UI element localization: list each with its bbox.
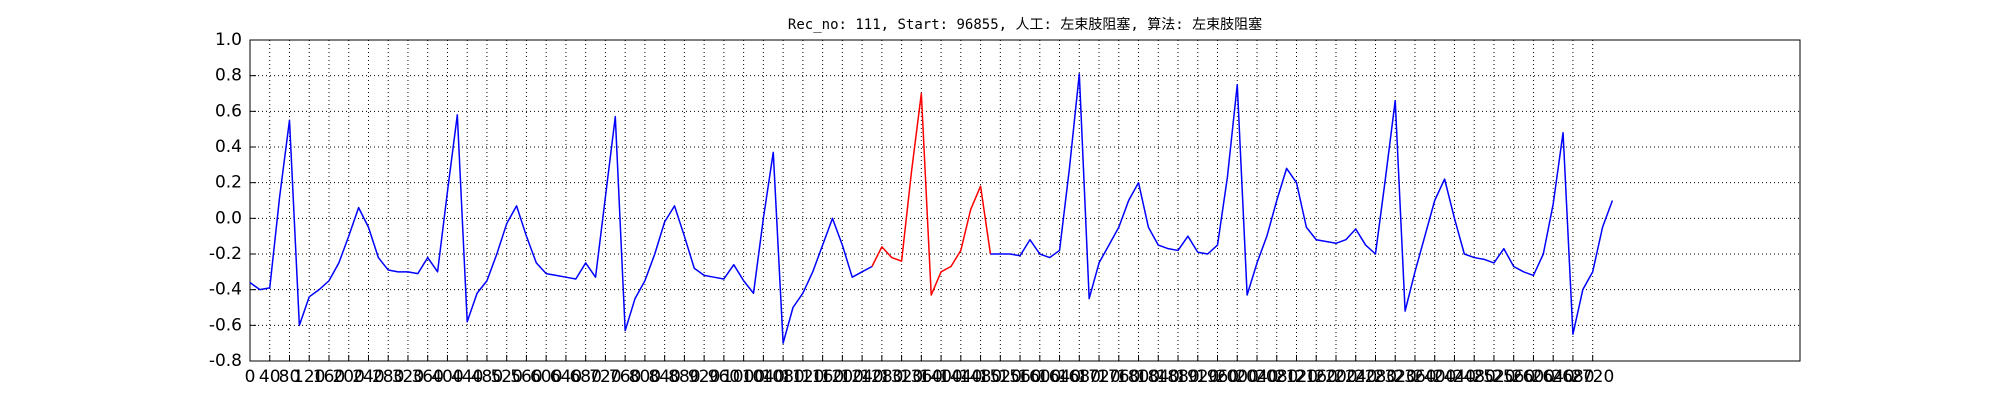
- x-tick-label: 960: [708, 367, 740, 387]
- x-tick-label: 1320: [880, 367, 923, 387]
- y-tick-label: 1.0: [215, 30, 242, 50]
- x-tick-label: 2720: [1571, 367, 1614, 387]
- x-tick-label: 640: [550, 367, 582, 387]
- x-tick-label: 400: [431, 367, 463, 387]
- y-tick-label: 0.0: [215, 208, 242, 228]
- x-tick-label: 360: [411, 367, 443, 387]
- x-tick-label: 1440: [939, 367, 982, 387]
- x-tick-label: 1720: [1077, 367, 1120, 387]
- x-tick-label: 2480: [1453, 367, 1496, 387]
- x-tick-label: 0: [245, 367, 256, 387]
- x-tick-label: 1040: [742, 367, 785, 387]
- x-tick-label: 880: [668, 367, 700, 387]
- x-tick-label: 2400: [1413, 367, 1456, 387]
- ecg-line: [249, 114, 873, 344]
- x-tick-label: 2120: [1275, 367, 1318, 387]
- x-tick-label: 1080: [761, 367, 804, 387]
- x-tick-label: 2240: [1334, 367, 1377, 387]
- x-tick-label: 840: [648, 367, 680, 387]
- x-tick-label: 520: [490, 367, 522, 387]
- x-tick-label: 760: [609, 367, 641, 387]
- x-tick-label: 1560: [998, 367, 1041, 387]
- x-tick-label: 2520: [1472, 367, 1515, 387]
- x-tick-label: 320: [392, 367, 424, 387]
- x-tick-label: 2080: [1255, 367, 1298, 387]
- x-tick-label: 600: [530, 367, 562, 387]
- x-tick-label: 2280: [1354, 367, 1397, 387]
- y-tick-label: 0.4: [215, 137, 242, 157]
- x-tick-label: 1960: [1196, 367, 1239, 387]
- x-tick-label: 2560: [1492, 367, 1535, 387]
- x-tick-label: 120: [293, 367, 325, 387]
- x-tick-label: 720: [589, 367, 621, 387]
- x-tick-label: 800: [629, 367, 661, 387]
- x-tick-label: 2440: [1433, 367, 1476, 387]
- ecg-line: [990, 73, 1614, 335]
- x-tick-label: 2600: [1512, 367, 1555, 387]
- x-tick-label: 1240: [840, 367, 883, 387]
- x-tick-label: 1640: [1038, 367, 1081, 387]
- x-tick-label: 1360: [900, 367, 943, 387]
- x-tick-label: 2360: [1393, 367, 1436, 387]
- x-tick-label: 80: [279, 367, 301, 387]
- y-tick-label: -0.2: [209, 244, 242, 264]
- y-tick-label: -0.6: [209, 315, 242, 335]
- x-tick-label: 1760: [1097, 367, 1140, 387]
- x-tick-label: 2160: [1295, 367, 1338, 387]
- x-tick-label: 240: [352, 367, 384, 387]
- x-tick-label: 1920: [1176, 367, 1219, 387]
- x-tick-label: 920: [688, 367, 720, 387]
- x-tick-label: 680: [569, 367, 601, 387]
- x-tick-label: 1680: [1058, 367, 1101, 387]
- y-tick-label: -0.4: [209, 280, 242, 300]
- chart-title: Rec_no: 111, Start: 96855, 人工: 左束肢阻塞, 算法…: [788, 16, 1262, 33]
- plot-frame: [249, 39, 1801, 362]
- x-tick-label: 440: [451, 367, 483, 387]
- x-tick-label: 2680: [1551, 367, 1594, 387]
- x-tick-label: 40: [259, 367, 281, 387]
- x-tick-label: 1480: [959, 367, 1002, 387]
- x-tick-label: 1400: [919, 367, 962, 387]
- x-tick-label: 2640: [1532, 367, 1575, 387]
- x-tick-label: 280: [372, 367, 404, 387]
- x-tick-label: 1280: [860, 367, 903, 387]
- x-tick-label: 160: [313, 367, 345, 387]
- ecg-line: [871, 92, 992, 296]
- x-tick-label: 200: [332, 367, 364, 387]
- x-tick-label: 1000: [722, 367, 765, 387]
- y-tick-label: 0.8: [215, 66, 242, 86]
- x-tick-label: 2320: [1374, 367, 1417, 387]
- y-tick-label: -0.8: [209, 351, 242, 371]
- x-tick-label: 2200: [1314, 367, 1357, 387]
- x-tick-label: 1600: [1018, 367, 1061, 387]
- x-tick-label: 2040: [1235, 367, 1278, 387]
- y-tick-label: 0.6: [215, 101, 242, 121]
- x-tick-label: 1840: [1137, 367, 1180, 387]
- x-tick-label: 1200: [821, 367, 864, 387]
- x-tick-label: 560: [510, 367, 542, 387]
- y-tick-label: 0.2: [215, 173, 242, 193]
- x-tick-label: 1160: [801, 367, 844, 387]
- x-tick-label: 1880: [1156, 367, 1199, 387]
- x-tick-label: 1520: [979, 367, 1022, 387]
- x-tick-label: 1120: [781, 367, 824, 387]
- x-tick-label: 2000: [1216, 367, 1259, 387]
- x-tick-label: 480: [471, 367, 503, 387]
- x-tick-label: 1800: [1117, 367, 1160, 387]
